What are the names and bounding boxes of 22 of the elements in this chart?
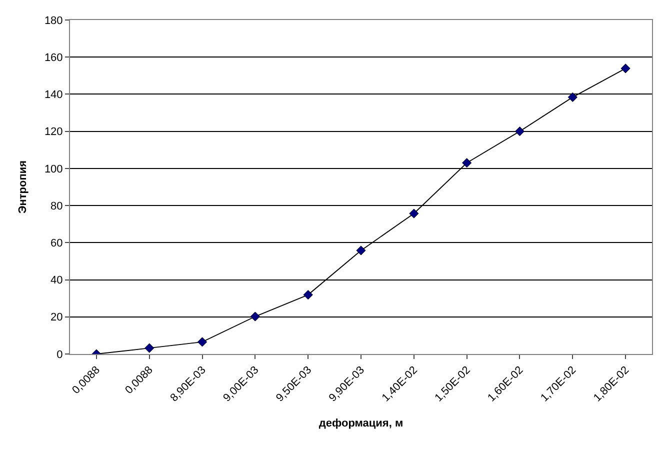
- y-tick-label: 40: [50, 274, 63, 287]
- y-tick-label: 180: [44, 14, 63, 27]
- point: [197, 337, 208, 347]
- point: [514, 126, 525, 136]
- y-tick-label: 20: [50, 312, 63, 324]
- y-tick-label: 0: [56, 348, 63, 361]
- y-axis-title: Энтропия: [17, 160, 30, 214]
- point: [462, 158, 472, 168]
- point: [144, 343, 154, 353]
- y-tick-label: 140: [44, 89, 63, 102]
- y-tick-label: 100: [44, 163, 63, 176]
- point: [409, 208, 419, 218]
- point: [568, 92, 578, 102]
- point: [303, 290, 313, 300]
- y-tick-label: 60: [50, 238, 63, 250]
- point: [250, 312, 260, 322]
- y-tick-label: 160: [44, 52, 63, 64]
- point: [356, 246, 366, 256]
- y-tick-label: 120: [44, 126, 63, 138]
- y-tick-label: 80: [50, 200, 63, 212]
- point: [620, 64, 630, 74]
- x-axis-title: деформация, м: [318, 417, 404, 430]
